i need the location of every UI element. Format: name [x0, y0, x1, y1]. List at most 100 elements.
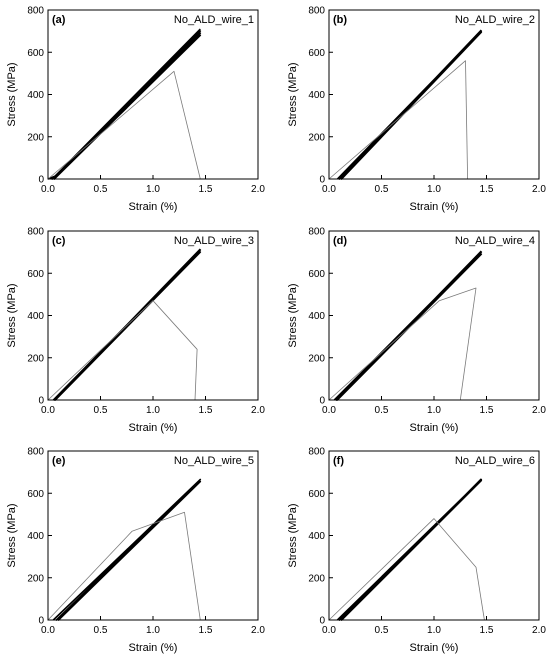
data-line: [47, 511, 201, 621]
y-axis-label: Stress (MPa): [287, 62, 299, 126]
y-tick-label: 200: [308, 132, 325, 143]
x-tick-label: 1.5: [480, 184, 494, 195]
y-tick-label: 0: [38, 396, 44, 407]
x-tick-label: 0.0: [322, 405, 336, 416]
x-tick-label: 1.0: [146, 625, 160, 636]
y-tick-label: 0: [319, 616, 325, 627]
data-line: [52, 478, 202, 621]
plot-frame: [328, 9, 540, 180]
x-axis-label: Strain (%): [129, 642, 178, 654]
data-line: [328, 60, 468, 180]
y-tick-label: 600: [27, 48, 44, 59]
y-tick-label: 600: [308, 269, 325, 280]
data-line: [52, 248, 202, 401]
x-tick-label: 0.5: [375, 625, 389, 636]
y-tick-label: 600: [308, 48, 325, 59]
y-tick-label: 400: [27, 90, 44, 101]
x-tick-label: 2.0: [251, 625, 265, 636]
x-tick-label: 2.0: [532, 405, 546, 416]
panel: 0.0 0.5 1.0 1.5 2.0 0 200 400 600 800 Strain (%) St…: [6, 447, 265, 655]
x-tick-label: 1.0: [427, 405, 441, 416]
panel-label: (b): [333, 14, 347, 26]
x-tick-label: 1.0: [146, 184, 160, 195]
x-tick-label: 2.0: [532, 184, 546, 195]
x-tick-label: 2.0: [251, 405, 265, 416]
panel-title: No_ALD_wire_5: [174, 455, 254, 467]
panel-label: (f): [333, 455, 344, 467]
panel-title: No_ALD_wire_1: [174, 14, 254, 26]
y-tick-label: 400: [308, 531, 325, 542]
y-tick-label: 200: [308, 353, 325, 364]
panel: 0.0 0.5 1.0 1.5 2.0 0 200 400 600 800 Strain (%) St…: [6, 6, 265, 214]
panel-title: No_ALD_wire_6: [455, 455, 535, 467]
data-line: [47, 70, 201, 180]
y-tick-label: 800: [27, 6, 44, 17]
x-axis-label: Strain (%): [129, 201, 178, 213]
y-tick-label: 200: [27, 353, 44, 364]
panel-label: (a): [52, 14, 66, 26]
data-line: [336, 29, 483, 180]
x-tick-label: 0.5: [375, 184, 389, 195]
x-tick-label: 1.0: [427, 625, 441, 636]
x-axis-label: Strain (%): [410, 201, 459, 213]
y-tick-label: 600: [308, 489, 325, 500]
y-tick-label: 0: [38, 175, 44, 186]
data-line: [333, 250, 483, 401]
x-axis-label: Strain (%): [129, 422, 178, 434]
plot-frame: [328, 450, 540, 621]
y-axis-label: Stress (MPa): [6, 283, 18, 347]
y-tick-label: 400: [27, 531, 44, 542]
data-line: [336, 478, 483, 621]
y-axis-label: Stress (MPa): [287, 283, 299, 347]
x-tick-label: 0.0: [322, 184, 336, 195]
x-tick-label: 0.0: [41, 625, 55, 636]
x-tick-label: 1.5: [199, 405, 213, 416]
panel: 0.0 0.5 1.0 1.5 2.0 0 200 400 600 800 Strain (%) St…: [287, 6, 546, 214]
x-tick-label: 2.0: [251, 184, 265, 195]
panel-title: No_ALD_wire_4: [455, 235, 535, 247]
x-tick-label: 0.0: [322, 625, 336, 636]
panel: 0.0 0.5 1.0 1.5 2.0 0 200 400 600 800 Strain (%) St…: [287, 227, 546, 435]
x-tick-label: 0.5: [375, 405, 389, 416]
x-tick-label: 1.0: [427, 184, 441, 195]
y-tick-label: 400: [308, 311, 325, 322]
panel-label: (c): [52, 235, 66, 247]
y-tick-label: 600: [27, 489, 44, 500]
panel-title: No_ALD_wire_3: [174, 235, 254, 247]
y-tick-label: 200: [27, 573, 44, 584]
x-tick-label: 0.0: [41, 405, 55, 416]
panel-label: (d): [333, 235, 347, 247]
y-tick-label: 800: [308, 6, 325, 17]
x-tick-label: 1.5: [480, 625, 494, 636]
y-tick-label: 0: [38, 616, 44, 627]
panel-title: No_ALD_wire_2: [455, 14, 535, 26]
y-tick-label: 800: [308, 227, 325, 238]
x-tick-label: 0.0: [41, 184, 55, 195]
y-axis-label: Stress (MPa): [6, 503, 18, 567]
y-tick-label: 0: [319, 175, 325, 186]
panel: 0.0 0.5 1.0 1.5 2.0 0 200 400 600 800 Strain (%) St…: [287, 447, 546, 655]
panel: 0.0 0.5 1.0 1.5 2.0 0 200 400 600 800 Strain (%) St…: [6, 227, 265, 435]
y-tick-label: 600: [27, 269, 44, 280]
y-tick-label: 400: [308, 90, 325, 101]
y-tick-label: 0: [319, 396, 325, 407]
y-tick-label: 800: [308, 447, 325, 458]
y-tick-label: 800: [27, 447, 44, 458]
x-tick-label: 0.5: [94, 184, 108, 195]
y-axis-label: Stress (MPa): [287, 503, 299, 567]
x-tick-label: 1.5: [199, 184, 213, 195]
y-tick-label: 200: [27, 132, 44, 143]
data-line: [328, 287, 477, 401]
x-tick-label: 0.5: [94, 625, 108, 636]
y-tick-label: 400: [27, 311, 44, 322]
data-line: [47, 300, 198, 401]
y-tick-label: 800: [27, 227, 44, 238]
x-tick-label: 1.5: [480, 405, 494, 416]
y-axis-label: Stress (MPa): [6, 62, 18, 126]
x-axis-label: Strain (%): [410, 422, 459, 434]
data-line: [47, 28, 202, 180]
x-tick-label: 1.0: [146, 405, 160, 416]
y-tick-label: 200: [308, 573, 325, 584]
panel-label: (e): [52, 455, 66, 467]
